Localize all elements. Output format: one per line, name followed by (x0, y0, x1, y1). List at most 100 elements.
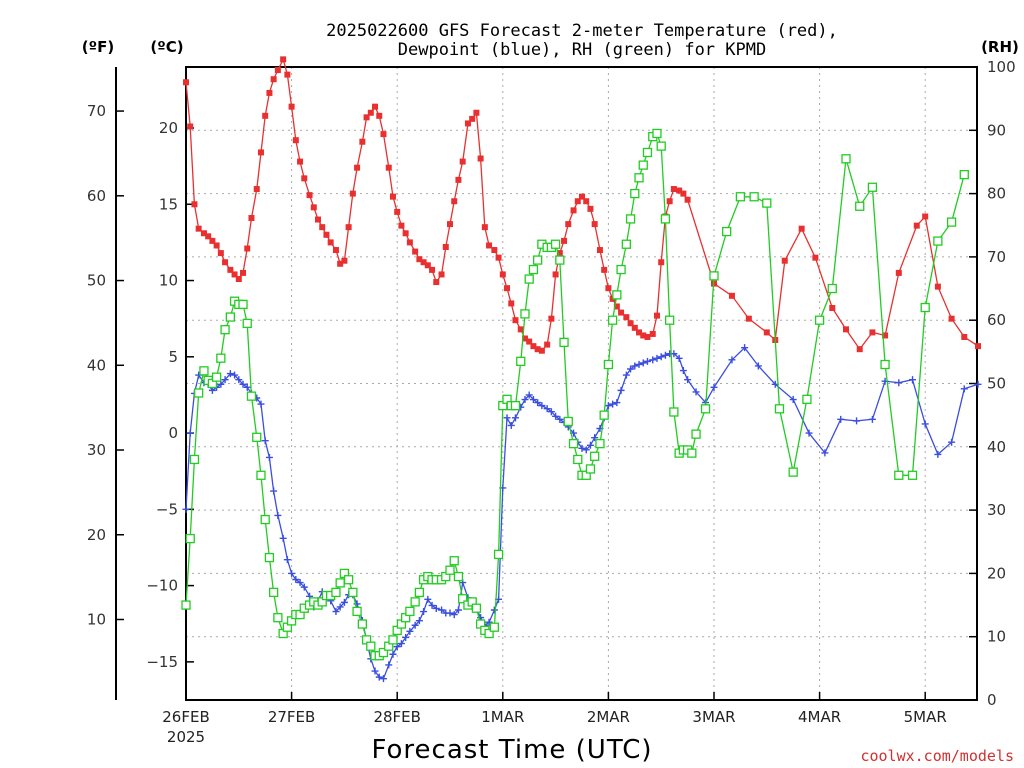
dewpoint-point (397, 640, 405, 648)
rh-tick-label: 20 (987, 564, 1006, 582)
temperature-point (433, 279, 440, 286)
celsius-tick-label: 5 (168, 348, 178, 366)
celsius-tick-label: 20 (159, 119, 178, 137)
temperature-point (367, 109, 374, 116)
temperature-point (253, 186, 260, 193)
dewpoint-point (586, 441, 594, 449)
dewpoint-point (186, 429, 194, 437)
rh-point (722, 226, 732, 237)
dewpoint-point (507, 421, 515, 429)
rh-tick-label: 70 (987, 248, 1006, 266)
rh-point (691, 429, 701, 439)
rh-point (225, 312, 236, 322)
dewpoint-point (332, 608, 340, 616)
dewpoint-point (675, 354, 683, 362)
rh-point (405, 606, 415, 617)
series-dewpoint (182, 344, 982, 683)
temperature-point (680, 190, 687, 197)
credit-label: coolwx.com/models (860, 747, 1014, 765)
temperature-point (666, 198, 673, 205)
dewpoint-point (639, 359, 647, 367)
rh-point (189, 454, 200, 465)
dewpoint-point (617, 386, 625, 394)
temperature-point (274, 67, 281, 74)
rh-point (802, 394, 812, 404)
dewpoint-point (402, 633, 410, 641)
rh-tick-label: 50 (987, 375, 1006, 393)
rh-tick-label: 100 (987, 58, 1016, 76)
temperature-point (670, 186, 677, 193)
rh-point (625, 214, 636, 224)
rh-point (774, 404, 785, 414)
dewpoint-point (556, 415, 564, 423)
rh-point (788, 467, 798, 477)
temperature-point (676, 187, 683, 194)
time-tick-label: 28FEB (373, 708, 420, 726)
rh-point (855, 201, 865, 211)
temperature-point (587, 205, 594, 212)
rh-point (520, 309, 530, 319)
temperature-point (469, 115, 476, 122)
temperature-point (517, 326, 524, 333)
temperature-point (504, 285, 511, 292)
rh-point (199, 366, 209, 376)
rh-point (445, 565, 455, 575)
rh-point (185, 533, 195, 544)
temperature-point (829, 304, 836, 311)
dewpoint-point (182, 505, 190, 513)
rh-tick-label: 30 (987, 501, 1006, 519)
temperature-point (565, 221, 572, 228)
fahrenheit-tick-label: 70 (87, 102, 106, 120)
temperature-point (486, 242, 493, 249)
temperature-point (653, 312, 660, 319)
dewpoint-point (454, 606, 462, 614)
temperature-point (280, 56, 287, 63)
temperature-point (301, 175, 308, 182)
dewpoint-point (511, 414, 519, 422)
dewpoint-point (543, 405, 551, 413)
temperature-point (341, 257, 348, 264)
rh-point (484, 628, 494, 639)
rh-point (573, 454, 583, 465)
rh-point (216, 353, 226, 363)
dewpoint-point (710, 383, 718, 391)
rh-point (532, 255, 543, 265)
temperature-point (552, 271, 559, 278)
rh-point (559, 337, 569, 348)
dewpoint-point (503, 414, 511, 422)
temperature-point (534, 346, 541, 353)
rh-point (894, 470, 904, 480)
rh-point (762, 198, 772, 208)
temperature-point (491, 247, 498, 254)
dewpoint-point (389, 650, 397, 658)
rh-point (563, 416, 573, 427)
dewpoint-point (934, 450, 942, 458)
time-tick-label: 4MAR (798, 708, 841, 726)
rh-point (933, 236, 943, 246)
rh-point (357, 619, 368, 629)
rh-axis: 0 10 20 30 40 50 60 70 80 90 100 (969, 58, 1016, 709)
temperature-point (310, 204, 317, 211)
dewpoint-point (485, 618, 493, 626)
temperature-point (548, 315, 555, 322)
temperature-point (455, 176, 462, 183)
dewpoint-point (741, 344, 749, 352)
temperature-point (398, 222, 405, 229)
rh-point (664, 315, 675, 325)
rh-point (880, 359, 890, 370)
dewpoint-point (909, 376, 917, 384)
temperature-point (459, 158, 466, 165)
dewpoint-point (217, 380, 225, 388)
rh-point (612, 290, 622, 300)
dewpoint-point (552, 412, 560, 420)
rh-point (524, 274, 534, 284)
temperature-point (349, 190, 356, 197)
temperature-point (781, 257, 788, 264)
dewpoint-point (661, 351, 669, 359)
temperature-point (869, 329, 876, 336)
dewpoint-point (424, 595, 432, 603)
temperature-point (372, 103, 379, 110)
temperature-point (248, 215, 255, 222)
rh-point (489, 622, 500, 632)
rh-point (700, 404, 711, 414)
